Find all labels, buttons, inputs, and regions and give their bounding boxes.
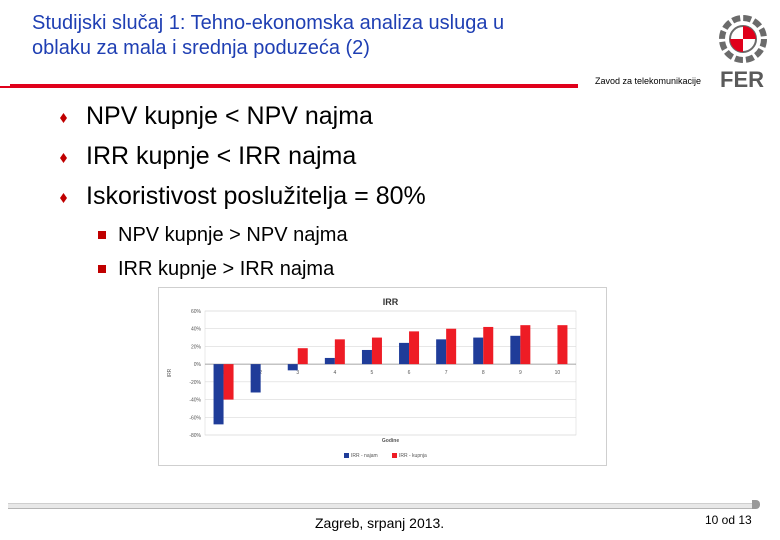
diamond-bullet-icon	[60, 113, 67, 123]
bar-kupnja	[223, 364, 234, 400]
irr-chart-svg: IRR60%40%20%0%-20%-40%-60%-80%IRR1234567…	[167, 297, 577, 459]
square-bullet-icon	[98, 231, 106, 239]
x-tick-label: 5	[371, 370, 374, 376]
sub-bullet-npv: NPV kupnje > NPV najma	[58, 220, 426, 254]
chart-title: IRR	[383, 297, 399, 307]
footer-divider	[8, 500, 760, 509]
footer-location-date: Zagreb, srpanj 2013.	[315, 515, 445, 531]
bar-najam	[510, 335, 521, 365]
square-bullet-icon	[98, 265, 106, 273]
y-tick-label: 0%	[194, 362, 202, 368]
bar-najam	[399, 342, 410, 365]
bullet-irr-comparison: IRR kupnje < IRR najma	[58, 140, 426, 180]
y-tick-label: -20%	[189, 380, 201, 386]
bar-kupnja	[520, 325, 531, 365]
legend-swatch	[344, 453, 349, 458]
x-tick-label: 6	[408, 370, 411, 376]
x-tick-label: 3	[296, 370, 299, 376]
bullet-list: NPV kupnje < NPV najma IRR kupnje < IRR …	[58, 100, 426, 288]
y-tick-label: -40%	[189, 398, 201, 404]
bar-najam	[436, 339, 447, 365]
sub-bullet-irr: IRR kupnje > IRR najma	[58, 254, 426, 288]
fer-logo-text: FER	[720, 68, 764, 90]
bar-kupnja	[446, 328, 457, 365]
fer-gear-logo-icon	[719, 15, 767, 63]
y-axis-label: IRR	[167, 368, 173, 377]
y-tick-label: -80%	[189, 433, 201, 439]
bullet-npv-comparison: NPV kupnje < NPV najma	[58, 100, 426, 140]
sub-bullet-text: IRR kupnje > IRR najma	[118, 258, 335, 280]
bullet-text: NPV kupnje < NPV najma	[86, 102, 373, 130]
irr-chart: IRR60%40%20%0%-20%-40%-60%-80%IRR1234567…	[158, 287, 607, 466]
y-tick-label: 60%	[191, 309, 202, 315]
bar-najam	[250, 364, 261, 393]
bar-najam	[473, 337, 484, 365]
bullet-text: Iskoristivost poslužitelja = 80%	[86, 182, 426, 210]
title-underline	[0, 84, 578, 88]
slide-title-line-2: oblaku za mala i srednja poduzeća (2)	[32, 37, 370, 59]
legend-swatch	[392, 453, 397, 458]
bar-najam	[361, 349, 372, 365]
slide-title: Studijski slučaj 1: Tehno-ekonomska anal…	[32, 11, 672, 61]
bar-najam	[287, 364, 298, 371]
bar-kupnja	[557, 325, 568, 365]
diamond-bullet-icon	[60, 193, 67, 203]
footer-page-number: 10 od 13	[705, 513, 752, 527]
bar-kupnja	[297, 348, 308, 365]
x-tick-label: 8	[482, 370, 485, 376]
bullet-text: IRR kupnje < IRR najma	[86, 142, 357, 170]
y-tick-label: 20%	[191, 344, 202, 350]
x-tick-label: 4	[333, 370, 336, 376]
x-tick-label: 10	[555, 370, 561, 376]
bullet-server-utilization: Iskoristivost poslužitelja = 80%	[58, 180, 426, 220]
legend-label: IRR - kupnja	[399, 453, 427, 459]
bar-kupnja	[334, 339, 345, 365]
diamond-bullet-icon	[60, 153, 67, 163]
x-tick-label: 2	[259, 370, 262, 376]
y-tick-label: 40%	[191, 327, 202, 333]
bar-kupnja	[371, 337, 382, 365]
bar-kupnja	[483, 326, 494, 365]
x-tick-label: 9	[519, 370, 522, 376]
x-tick-label: 7	[445, 370, 448, 376]
x-axis-label: Godine	[382, 438, 399, 444]
bar-kupnja	[409, 331, 420, 365]
legend-label: IRR - najam	[351, 453, 378, 459]
bar-najam	[324, 357, 335, 365]
department-label: Zavod za telekomunikacije	[595, 76, 702, 86]
slide-title-line-1: Studijski slučaj 1: Tehno-ekonomska anal…	[32, 12, 505, 34]
sub-bullet-text: NPV kupnje > NPV najma	[118, 224, 348, 246]
fer-logo: FER	[720, 68, 764, 90]
bar-najam	[213, 364, 224, 425]
y-tick-label: -60%	[189, 415, 201, 421]
